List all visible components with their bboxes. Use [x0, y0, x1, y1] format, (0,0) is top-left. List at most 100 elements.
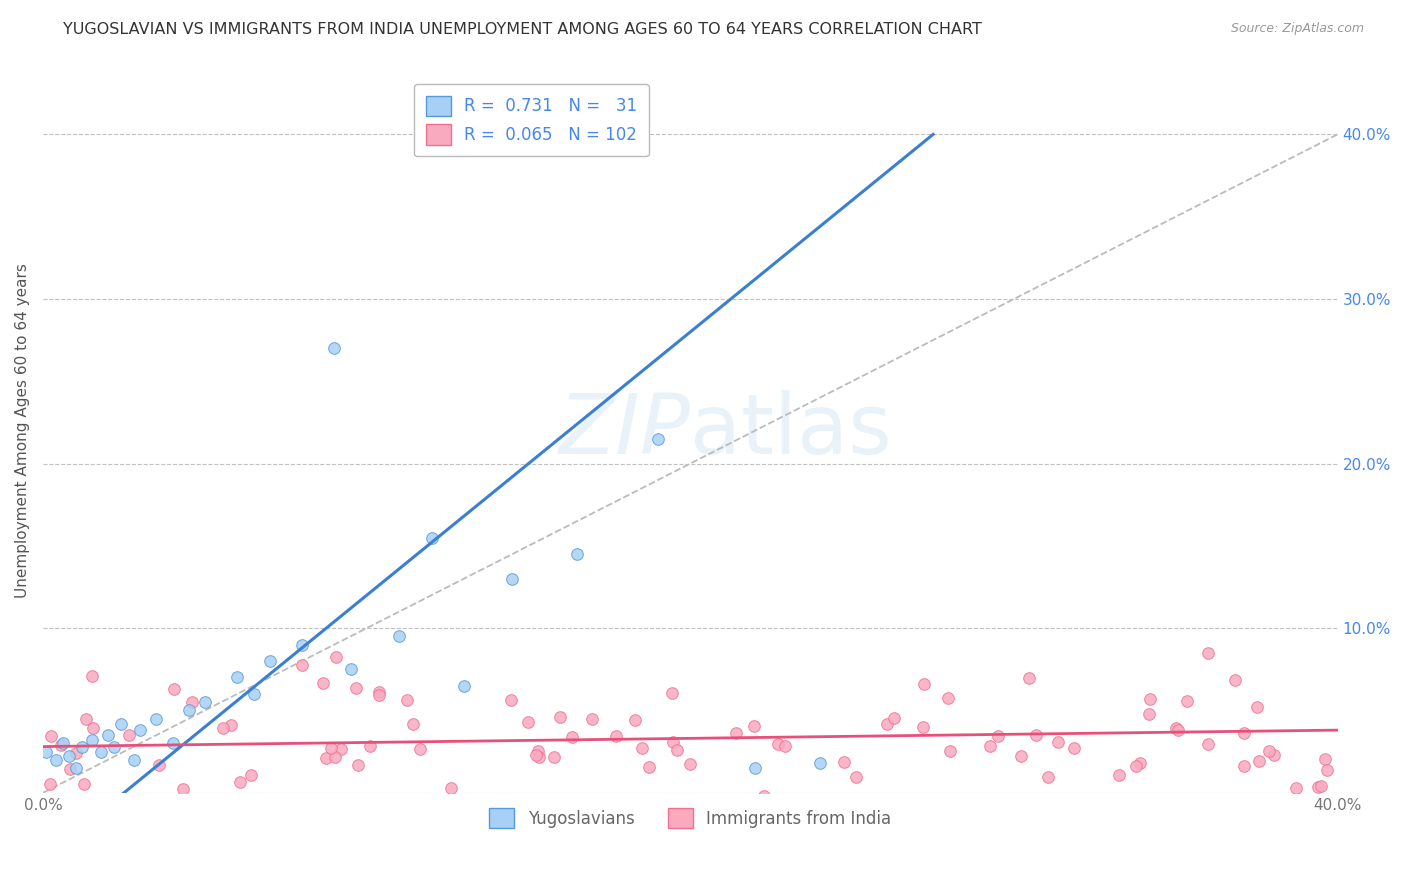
Point [347, 757, 370, 772]
Point [45, 753, 67, 767]
Point [219, 718, 242, 732]
Point [744, 761, 766, 775]
Point [163, 681, 186, 696]
Point [329, 742, 352, 756]
Point [97, 728, 120, 742]
Point [103, 739, 125, 754]
Point [177, 703, 200, 717]
Point [420, 531, 443, 545]
Point [543, 750, 565, 764]
Point [162, 736, 184, 750]
Point [440, 780, 463, 795]
Text: YUGOSLAVIAN VS IMMIGRANTS FROM INDIA UNEMPLOYMENT AMONG AGES 60 TO 64 YEARS CORR: YUGOSLAVIAN VS IMMIGRANTS FROM INDIA UNE… [63, 22, 983, 37]
Point [359, 739, 381, 754]
Point [637, 759, 659, 773]
Point [1025, 728, 1047, 742]
Point [631, 741, 654, 756]
Point [882, 710, 904, 724]
Point [1197, 737, 1219, 751]
Point [1316, 763, 1339, 777]
Point [499, 692, 522, 706]
Point [148, 758, 170, 772]
Point [1310, 780, 1333, 794]
Point [912, 720, 935, 734]
Point [453, 679, 475, 693]
Point [912, 677, 935, 691]
Point [752, 789, 775, 804]
Point [72, 777, 94, 791]
Point [172, 781, 194, 796]
Point [52, 736, 75, 750]
Point [38, 777, 60, 791]
Text: Source: ZipAtlas.com: Source: ZipAtlas.com [1230, 22, 1364, 36]
Point [315, 750, 337, 764]
Point [527, 750, 550, 764]
Point [832, 755, 855, 769]
Point [1218, 810, 1240, 824]
Point [129, 723, 152, 738]
Point [291, 638, 314, 652]
Point [724, 726, 747, 740]
Point [229, 774, 252, 789]
Point [51, 738, 73, 752]
Point [1139, 692, 1161, 706]
Point [70, 739, 93, 754]
Point [1223, 673, 1246, 687]
Point [527, 743, 550, 757]
Point [581, 712, 603, 726]
Point [1285, 781, 1308, 796]
Point [325, 650, 347, 665]
Point [808, 756, 831, 770]
Point [1257, 744, 1279, 758]
Point [1313, 752, 1336, 766]
Point [679, 757, 702, 772]
Point [226, 670, 249, 684]
Point [110, 716, 132, 731]
Text: ZIP: ZIP [558, 390, 690, 471]
Point [122, 753, 145, 767]
Point [1010, 749, 1032, 764]
Point [1137, 706, 1160, 721]
Point [647, 432, 669, 446]
Point [666, 743, 689, 757]
Legend: Yugoslavians, Immigrants from India: Yugoslavians, Immigrants from India [482, 801, 898, 835]
Point [58, 749, 80, 764]
Point [339, 662, 361, 676]
Point [548, 710, 571, 724]
Point [1108, 768, 1130, 782]
Point [1125, 758, 1147, 772]
Point [661, 685, 683, 699]
Point [605, 730, 627, 744]
Point [766, 737, 789, 751]
Point [876, 716, 898, 731]
Point [624, 714, 647, 728]
Point [1233, 758, 1256, 772]
Point [1197, 646, 1219, 660]
Point [395, 693, 418, 707]
Point [402, 717, 425, 731]
Point [1233, 726, 1256, 740]
Point [82, 669, 104, 683]
Point [70, 805, 93, 820]
Point [662, 735, 685, 749]
Point [560, 730, 582, 744]
Point [979, 739, 1001, 753]
Point [239, 768, 262, 782]
Point [66, 800, 89, 814]
Point [323, 341, 346, 355]
Text: atlas: atlas [690, 390, 893, 471]
Point [1177, 693, 1199, 707]
Point [112, 794, 135, 808]
Point [845, 770, 868, 784]
Point [321, 740, 343, 755]
Point [939, 743, 962, 757]
Y-axis label: Unemployment Among Ages 60 to 64 years: Unemployment Among Ages 60 to 64 years [15, 263, 30, 598]
Point [118, 728, 141, 742]
Point [65, 746, 87, 760]
Point [1018, 671, 1040, 685]
Point [312, 675, 335, 690]
Point [344, 681, 367, 695]
Point [90, 745, 112, 759]
Point [1249, 754, 1271, 768]
Point [80, 733, 103, 747]
